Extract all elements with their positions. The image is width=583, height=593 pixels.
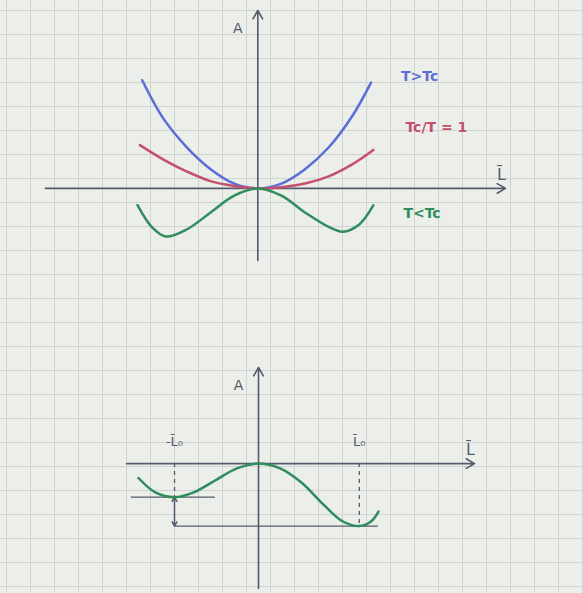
svg-text:T<Tc: T<Tc (403, 205, 440, 221)
svg-text:L̄₀: L̄₀ (352, 434, 365, 449)
svg-text:-L̄₀: -L̄₀ (166, 434, 183, 449)
svg-text:L̄: L̄ (465, 440, 475, 459)
svg-text:A: A (234, 377, 244, 393)
svg-text:T>Tc: T>Tc (401, 68, 438, 84)
svg-text:A: A (233, 20, 243, 36)
svg-text:L̄: L̄ (496, 165, 506, 184)
svg-text:Tc/T = 1: Tc/T = 1 (405, 119, 467, 135)
